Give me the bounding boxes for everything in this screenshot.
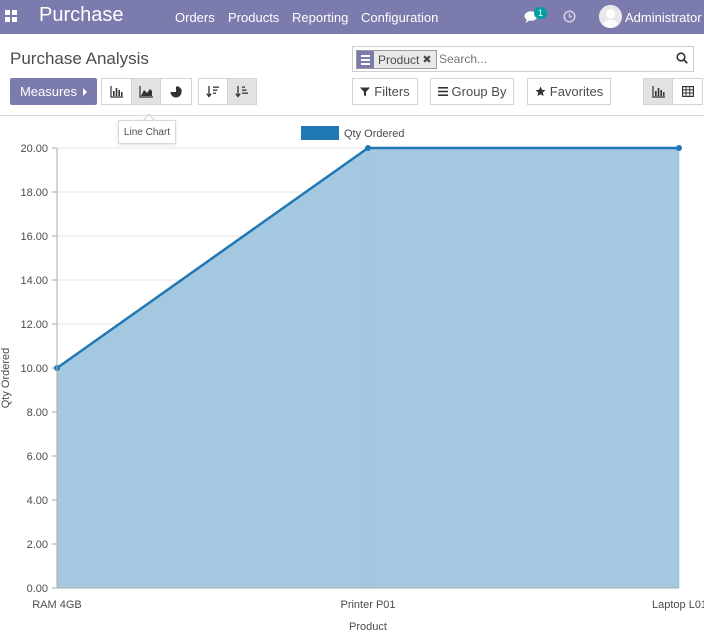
measures-label: Measures xyxy=(19,84,78,99)
bar-chart-button[interactable] xyxy=(102,79,132,104)
y-tick-label: 16.00 xyxy=(20,231,48,243)
graph-view: 0.00 2.00 4.00 6.00 8.00 10.00 12.00 14.00 16.00… xyxy=(0,116,704,636)
data-point xyxy=(365,145,371,151)
graph-view-button[interactable] xyxy=(644,79,674,104)
menu-orders[interactable]: Orders xyxy=(175,10,215,25)
search-icon[interactable] xyxy=(676,52,688,64)
app-title: Purchase xyxy=(39,4,124,26)
filters-button[interactable]: Filters xyxy=(352,78,418,105)
facet-label: Product xyxy=(378,52,420,67)
y-tick-label: 2.00 xyxy=(27,539,48,551)
user-avatar[interactable] xyxy=(599,5,622,28)
favorites-button[interactable]: Favorites xyxy=(527,78,611,105)
messages-count-badge: 1 xyxy=(534,7,548,19)
group-by-button[interactable]: Group By xyxy=(430,78,514,105)
search-box: Product ✖ xyxy=(352,46,694,72)
measures-button[interactable]: Measures xyxy=(10,78,97,105)
menu-reporting[interactable]: Reporting xyxy=(292,10,349,25)
search-facet-product: Product ✖ xyxy=(356,50,437,69)
filters-label: Filters xyxy=(374,84,410,99)
y-axis-label: Qty Ordered xyxy=(0,348,12,409)
user-name[interactable]: Administrator xyxy=(625,10,702,25)
pie-chart-icon xyxy=(170,85,182,97)
legend-label: Qty Ordered xyxy=(344,128,405,140)
chart-type-group xyxy=(101,78,192,105)
sort-ascending-icon xyxy=(235,86,249,98)
y-tick-label: 10.00 xyxy=(20,363,48,375)
breadcrumb: Purchase Analysis xyxy=(10,49,149,68)
activity-clock-icon[interactable] xyxy=(563,10,576,23)
legend-swatch xyxy=(301,126,339,140)
list-icon xyxy=(437,87,448,96)
x-tick-label: Printer P01 xyxy=(340,599,395,611)
table-icon xyxy=(681,86,694,97)
y-tick-label: 14.00 xyxy=(20,275,48,287)
line-chart-icon xyxy=(139,85,153,98)
star-icon xyxy=(535,86,546,97)
bar-chart-icon xyxy=(651,85,665,98)
control-panel-divider xyxy=(0,115,704,116)
x-tick-label: RAM 4GB xyxy=(32,599,82,611)
menu-products[interactable]: Products xyxy=(228,10,280,25)
group-by-icon xyxy=(357,51,374,68)
caret-right-icon xyxy=(83,87,88,96)
y-tick-label: 18.00 xyxy=(20,187,48,199)
line-chart-button[interactable] xyxy=(131,79,162,104)
top-navbar: Purchase Orders Products Reporting Confi… xyxy=(0,0,704,34)
x-tick-label: Laptop L01 xyxy=(652,599,704,611)
y-tick-label: 8.00 xyxy=(27,407,48,419)
group-by-label: Group By xyxy=(451,84,507,99)
facet-remove-icon[interactable]: ✖ xyxy=(422,54,432,66)
view-switcher xyxy=(643,78,703,105)
y-tick-label: 20.00 xyxy=(20,143,48,155)
sort-descending-icon xyxy=(206,86,220,98)
chart-type-tooltip: Line Chart xyxy=(118,120,176,144)
search-input[interactable] xyxy=(439,52,669,66)
apps-menu-icon[interactable] xyxy=(5,10,17,22)
sort-descending-button[interactable] xyxy=(199,79,228,104)
sort-ascending-button[interactable] xyxy=(227,79,256,104)
sort-group xyxy=(198,78,257,105)
pivot-view-button[interactable] xyxy=(673,79,702,104)
x-axis-label: Product xyxy=(349,621,387,633)
bar-chart-icon xyxy=(110,85,123,98)
y-tick-label: 6.00 xyxy=(27,451,48,463)
favorites-label: Favorites xyxy=(549,84,604,99)
y-tick-label: 4.00 xyxy=(27,495,48,507)
filter-icon xyxy=(360,87,371,96)
data-point xyxy=(676,145,682,151)
pie-chart-button[interactable] xyxy=(161,79,191,104)
line-chart: 0.00 2.00 4.00 6.00 8.00 10.00 12.00 14.00 16.00… xyxy=(0,126,704,633)
tooltip-arrow-inner xyxy=(144,115,154,121)
y-tick-label: 0.00 xyxy=(27,583,48,595)
menu-configuration[interactable]: Configuration xyxy=(361,10,439,25)
y-tick-label: 12.00 xyxy=(20,319,48,331)
